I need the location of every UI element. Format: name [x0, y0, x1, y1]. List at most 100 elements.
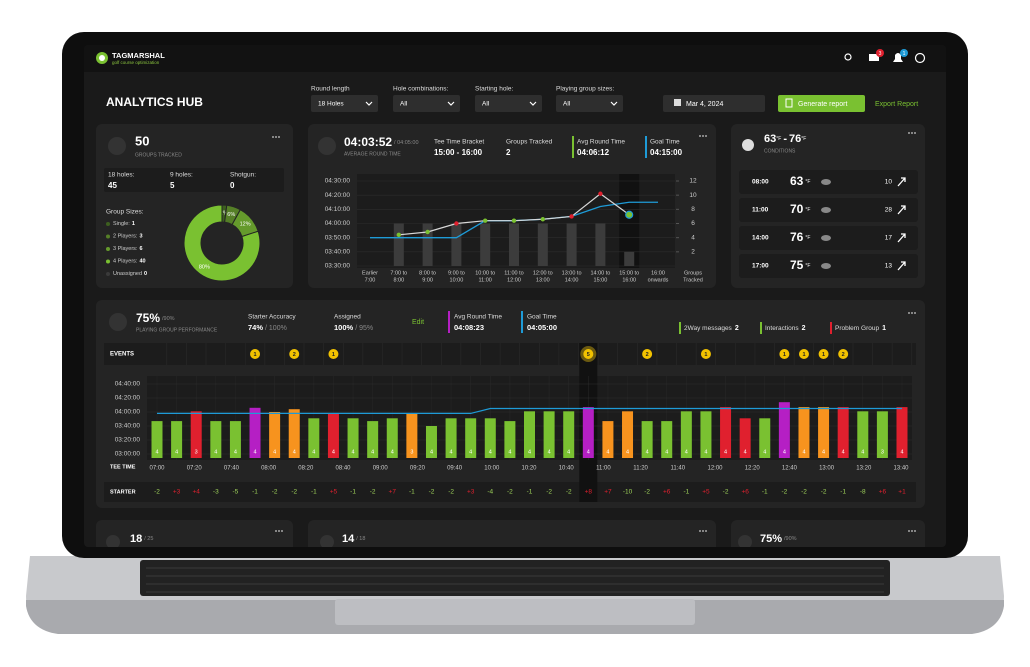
- bar[interactable]: [288, 409, 300, 458]
- x-tick-label: 08:20: [298, 466, 314, 472]
- menu-dot: [272, 136, 274, 138]
- legend-item-part: Interactions: [765, 325, 799, 332]
- x-tick-label: 8:00 to: [419, 270, 436, 276]
- card-icon: [109, 313, 127, 331]
- legend-dot: [106, 234, 110, 239]
- x-tick-label: 7:00 to: [390, 270, 407, 276]
- chevron: [610, 101, 618, 106]
- bar-label: 4: [214, 449, 217, 455]
- bar[interactable]: [171, 421, 183, 458]
- report-icon: [785, 98, 793, 108]
- point: [625, 210, 634, 219]
- bar[interactable]: [504, 421, 516, 458]
- starter-value: -2: [291, 489, 297, 496]
- bar[interactable]: [269, 412, 281, 458]
- event-marker[interactable]: [250, 349, 261, 359]
- date-picker[interactable]: [663, 95, 765, 112]
- legend-item-part: 2: [735, 325, 739, 332]
- event-marker[interactable]: [798, 349, 809, 359]
- size-legend-part: 4 Players:: [113, 259, 138, 265]
- bar-label: 4: [900, 449, 903, 455]
- bar[interactable]: [327, 413, 339, 458]
- bar[interactable]: [563, 411, 575, 458]
- bar[interactable]: [759, 418, 771, 458]
- filter-select[interactable]: [393, 95, 460, 112]
- card-icon: [320, 535, 334, 547]
- event-marker[interactable]: [583, 349, 594, 359]
- generate-button[interactable]: [778, 95, 865, 112]
- bar[interactable]: [876, 411, 888, 458]
- bar[interactable]: [739, 418, 751, 458]
- bar[interactable]: [896, 407, 908, 458]
- metric-value-part: 74%: [248, 323, 263, 332]
- edit-link[interactable]: Edit: [412, 319, 424, 326]
- bar[interactable]: [720, 407, 732, 458]
- kpi-value-part: /90%: [162, 316, 175, 322]
- bar[interactable]: [582, 407, 594, 458]
- bar[interactable]: [680, 411, 692, 458]
- bar[interactable]: [151, 421, 163, 458]
- bell-icon[interactable]: [893, 53, 903, 62]
- filter-select[interactable]: [556, 95, 623, 112]
- event-marker[interactable]: [818, 349, 829, 359]
- user-icon[interactable]: [914, 52, 926, 64]
- bar[interactable]: [837, 407, 849, 458]
- generate-button-label[interactable]: Generate report: [798, 101, 847, 108]
- search-icon[interactable]: [844, 53, 852, 61]
- bar[interactable]: [367, 421, 379, 458]
- bar[interactable]: [700, 411, 712, 458]
- bar[interactable]: [778, 402, 790, 458]
- bar-label: 4: [822, 449, 825, 455]
- bar[interactable]: [661, 421, 673, 458]
- bar-label: 4: [842, 449, 845, 455]
- bar: [480, 223, 491, 266]
- mail-icon[interactable]: [869, 54, 879, 61]
- bar[interactable]: [425, 426, 437, 458]
- bar[interactable]: [798, 407, 810, 458]
- menu-dot: [911, 530, 913, 532]
- bar[interactable]: [386, 418, 398, 458]
- starter-value: -1: [252, 489, 258, 496]
- export-link[interactable]: Export Report: [875, 101, 918, 108]
- bar[interactable]: [190, 411, 202, 458]
- tagline: golf course optimization: [112, 60, 160, 65]
- bar[interactable]: [308, 418, 320, 458]
- bar[interactable]: [465, 418, 477, 458]
- bar[interactable]: [641, 421, 653, 458]
- event-marker[interactable]: [642, 349, 653, 359]
- bar[interactable]: [210, 421, 222, 458]
- menu-dot: [705, 135, 707, 137]
- bar[interactable]: [445, 418, 457, 458]
- filter-select[interactable]: [475, 95, 542, 112]
- size-legend-part: 1: [132, 221, 135, 227]
- event-marker[interactable]: [289, 349, 300, 359]
- bar[interactable]: [229, 421, 241, 458]
- filter-select[interactable]: [311, 95, 378, 112]
- filter-label: Playing group sizes:: [556, 86, 614, 93]
- bar[interactable]: [602, 421, 614, 458]
- bar: [566, 223, 577, 266]
- size-legend-part: Single:: [113, 221, 130, 227]
- menu-dot: [699, 530, 701, 532]
- bar[interactable]: [622, 411, 634, 458]
- bar[interactable]: [406, 413, 418, 458]
- bar[interactable]: [543, 411, 555, 458]
- bar[interactable]: [249, 407, 261, 458]
- bar[interactable]: [818, 407, 830, 458]
- bar[interactable]: [347, 418, 359, 458]
- starter-value: +4: [192, 489, 200, 496]
- bar[interactable]: [857, 411, 869, 458]
- event-marker[interactable]: [328, 349, 339, 359]
- wind-speed: 10: [885, 179, 893, 186]
- x-tick-label: 11:40: [671, 466, 686, 472]
- event-marker[interactable]: [779, 349, 790, 359]
- bar[interactable]: [484, 418, 496, 458]
- kpi-value-part: 04:03:52: [344, 135, 392, 149]
- event-marker[interactable]: [700, 349, 711, 359]
- starter-value: -1: [350, 489, 356, 496]
- bar-label: 4: [293, 449, 296, 455]
- bar[interactable]: [524, 411, 535, 458]
- event-marker[interactable]: [838, 349, 849, 359]
- forecast-temp-part: °F: [805, 235, 810, 241]
- bar-label: 4: [391, 449, 394, 455]
